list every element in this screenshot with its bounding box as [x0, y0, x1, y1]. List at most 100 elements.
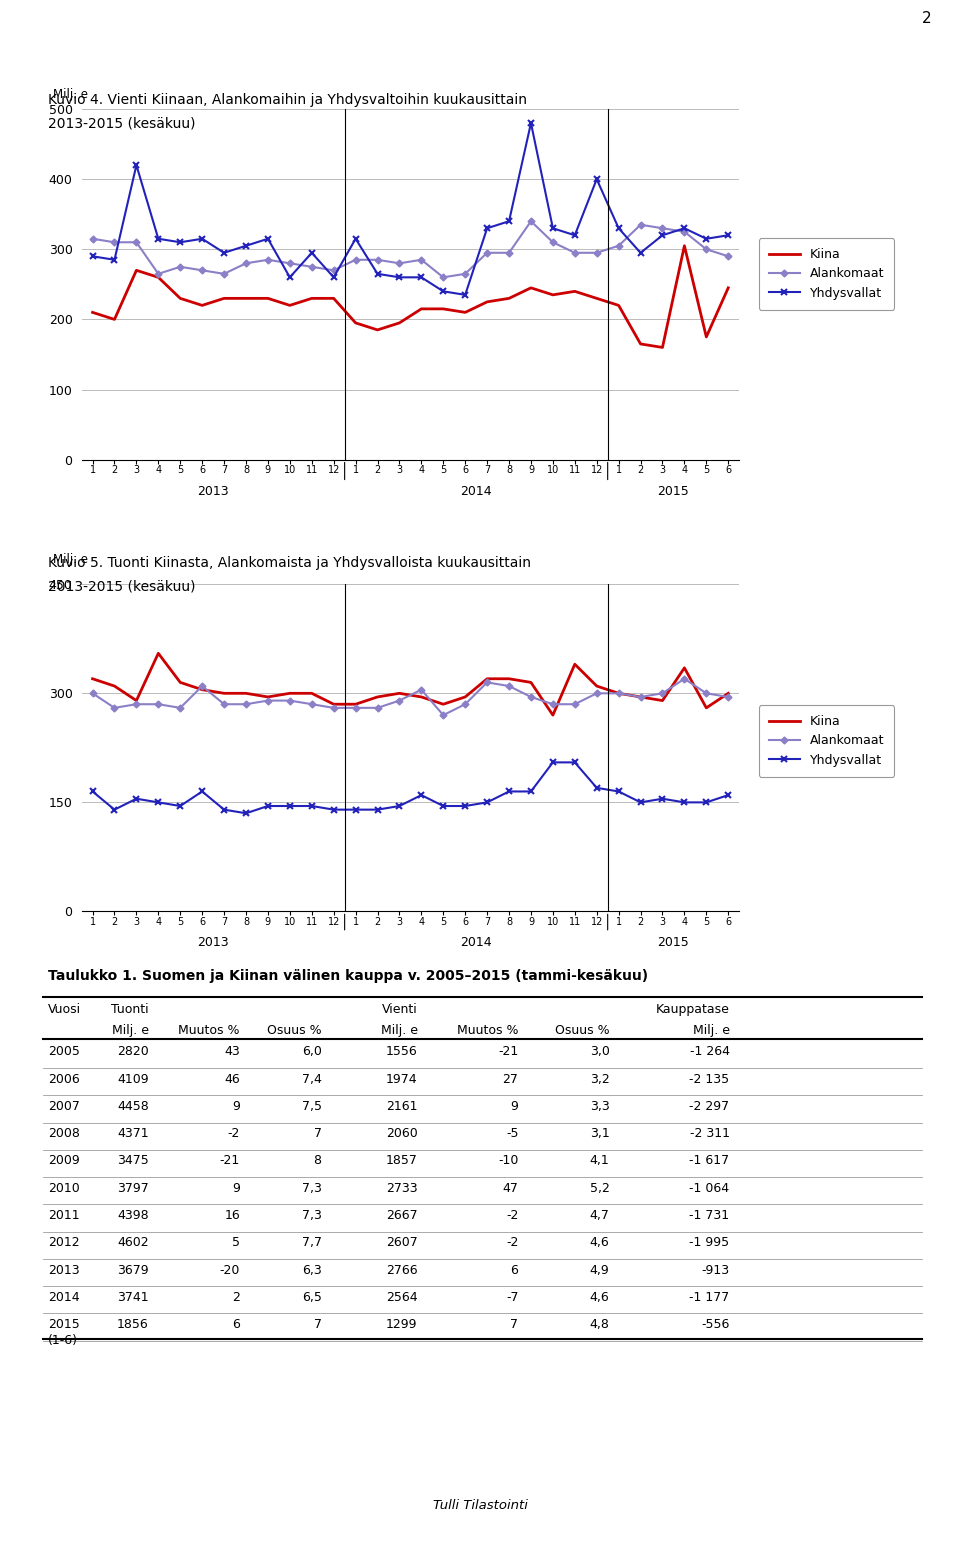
Text: 2607: 2607 — [386, 1237, 418, 1250]
Text: 4,1: 4,1 — [589, 1154, 610, 1167]
Text: Osuus %: Osuus % — [267, 1024, 322, 1036]
Text: Osuus %: Osuus % — [555, 1024, 610, 1036]
Text: 2733: 2733 — [386, 1181, 418, 1195]
Text: -2 311: -2 311 — [689, 1128, 730, 1140]
Text: -2: -2 — [228, 1128, 240, 1140]
Text: 7,4: 7,4 — [301, 1072, 322, 1086]
Text: -2: -2 — [506, 1209, 518, 1221]
Text: Milj. e: Milj. e — [53, 89, 87, 101]
Text: 4,7: 4,7 — [589, 1209, 610, 1221]
Text: 2014: 2014 — [48, 1290, 80, 1304]
Text: Tuonti: Tuonti — [111, 1003, 149, 1016]
Text: Tulli Tilastointi: Tulli Tilastointi — [433, 1499, 527, 1511]
Text: 2820: 2820 — [117, 1045, 149, 1058]
Text: 3,1: 3,1 — [589, 1128, 610, 1140]
Text: 6: 6 — [232, 1318, 240, 1331]
Text: Milj. e: Milj. e — [692, 1024, 730, 1036]
Text: 2009: 2009 — [48, 1154, 80, 1167]
Text: 7,3: 7,3 — [301, 1209, 322, 1221]
Text: 4,6: 4,6 — [589, 1290, 610, 1304]
Text: 2011: 2011 — [48, 1209, 80, 1221]
Text: 5,2: 5,2 — [589, 1181, 610, 1195]
Text: 2013: 2013 — [48, 1264, 80, 1276]
Text: 1299: 1299 — [386, 1318, 418, 1331]
Text: 2008: 2008 — [48, 1128, 80, 1140]
Text: (1-6): (1-6) — [48, 1334, 78, 1346]
Text: 2060: 2060 — [386, 1128, 418, 1140]
Text: 43: 43 — [225, 1045, 240, 1058]
Text: -7: -7 — [506, 1290, 518, 1304]
Text: 3,0: 3,0 — [589, 1045, 610, 1058]
Text: 27: 27 — [502, 1072, 518, 1086]
Text: 8: 8 — [314, 1154, 322, 1167]
Text: 47: 47 — [502, 1181, 518, 1195]
Text: -2: -2 — [506, 1237, 518, 1250]
Text: 3,2: 3,2 — [589, 1072, 610, 1086]
Text: -2 135: -2 135 — [689, 1072, 730, 1086]
Text: Taulukko 1. Suomen ja Kiinan välinen kauppa v. 2005–2015 (tammi-kesäkuu): Taulukko 1. Suomen ja Kiinan välinen kau… — [48, 969, 648, 983]
Text: 2014: 2014 — [461, 936, 492, 949]
Text: 7,3: 7,3 — [301, 1181, 322, 1195]
Text: 2014: 2014 — [461, 485, 492, 497]
Text: 4458: 4458 — [117, 1100, 149, 1112]
Text: 2161: 2161 — [386, 1100, 418, 1112]
Text: -10: -10 — [498, 1154, 518, 1167]
Text: -20: -20 — [220, 1264, 240, 1276]
Text: 2015: 2015 — [658, 485, 689, 497]
Text: Vuosi: Vuosi — [48, 1003, 82, 1016]
Text: 2013: 2013 — [198, 485, 228, 497]
Text: -1 264: -1 264 — [689, 1045, 730, 1058]
Text: 2007: 2007 — [48, 1100, 80, 1112]
Text: -1 617: -1 617 — [689, 1154, 730, 1167]
Text: Kauppatase: Kauppatase — [656, 1003, 730, 1016]
Text: 1857: 1857 — [386, 1154, 418, 1167]
Text: 1974: 1974 — [386, 1072, 418, 1086]
Text: 3797: 3797 — [117, 1181, 149, 1195]
Text: 4371: 4371 — [117, 1128, 149, 1140]
Text: 7: 7 — [511, 1318, 518, 1331]
Text: -1 177: -1 177 — [689, 1290, 730, 1304]
Text: 3,3: 3,3 — [589, 1100, 610, 1112]
Text: Muutos %: Muutos % — [179, 1024, 240, 1036]
Text: 3475: 3475 — [117, 1154, 149, 1167]
Text: 5: 5 — [232, 1237, 240, 1250]
Text: -1 995: -1 995 — [689, 1237, 730, 1250]
Text: 2010: 2010 — [48, 1181, 80, 1195]
Text: 7: 7 — [314, 1318, 322, 1331]
Text: 1556: 1556 — [386, 1045, 418, 1058]
Text: 2012: 2012 — [48, 1237, 80, 1250]
Text: 3679: 3679 — [117, 1264, 149, 1276]
Text: -1 064: -1 064 — [689, 1181, 730, 1195]
Text: 6,3: 6,3 — [301, 1264, 322, 1276]
Text: -556: -556 — [701, 1318, 730, 1331]
Text: 2013-2015 (kesäkuu): 2013-2015 (kesäkuu) — [48, 117, 196, 131]
Text: 2015: 2015 — [658, 936, 689, 949]
Text: 2: 2 — [232, 1290, 240, 1304]
Text: -21: -21 — [498, 1045, 518, 1058]
Text: 7: 7 — [314, 1128, 322, 1140]
Text: Muutos %: Muutos % — [457, 1024, 518, 1036]
Text: -1 731: -1 731 — [689, 1209, 730, 1221]
Text: Milj. e: Milj. e — [111, 1024, 149, 1036]
Text: 7,7: 7,7 — [301, 1237, 322, 1250]
Text: 6: 6 — [511, 1264, 518, 1276]
Text: 7,5: 7,5 — [301, 1100, 322, 1112]
Text: 16: 16 — [225, 1209, 240, 1221]
Text: 9: 9 — [511, 1100, 518, 1112]
Text: 6,0: 6,0 — [301, 1045, 322, 1058]
Text: 9: 9 — [232, 1100, 240, 1112]
Text: -913: -913 — [702, 1264, 730, 1276]
Text: -21: -21 — [220, 1154, 240, 1167]
Text: Vienti: Vienti — [382, 1003, 418, 1016]
Text: 46: 46 — [225, 1072, 240, 1086]
Text: 4,8: 4,8 — [589, 1318, 610, 1331]
Text: 4,6: 4,6 — [589, 1237, 610, 1250]
Text: -5: -5 — [506, 1128, 518, 1140]
Text: 4602: 4602 — [117, 1237, 149, 1250]
Text: 2015: 2015 — [48, 1318, 80, 1331]
Text: 2013-2015 (kesäkuu): 2013-2015 (kesäkuu) — [48, 580, 196, 594]
Legend: Kiina, Alankomaat, Yhdysvallat: Kiina, Alankomaat, Yhdysvallat — [758, 706, 895, 776]
Text: 4398: 4398 — [117, 1209, 149, 1221]
Text: 4,9: 4,9 — [589, 1264, 610, 1276]
Text: 2564: 2564 — [386, 1290, 418, 1304]
